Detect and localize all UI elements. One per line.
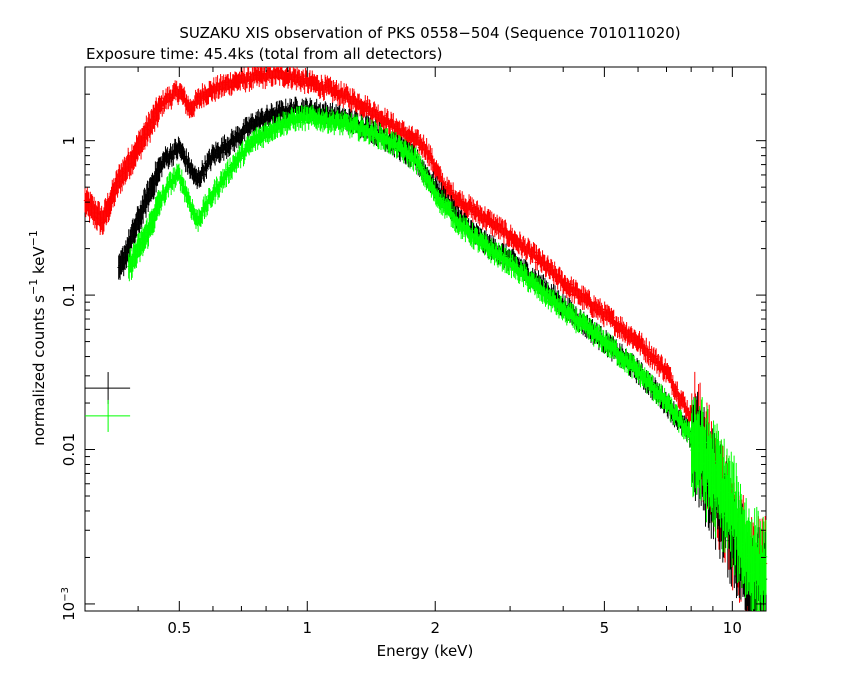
chart-subtitle: Exposure time: 45.4ks (total from all de… [86, 45, 442, 63]
chart-title: SUZAKU XIS observation of PKS 0558−504 (… [179, 24, 680, 42]
series-2 [127, 104, 768, 611]
plot-frame [84, 66, 767, 612]
plot-border [84, 66, 767, 612]
data-layer [83, 67, 768, 611]
